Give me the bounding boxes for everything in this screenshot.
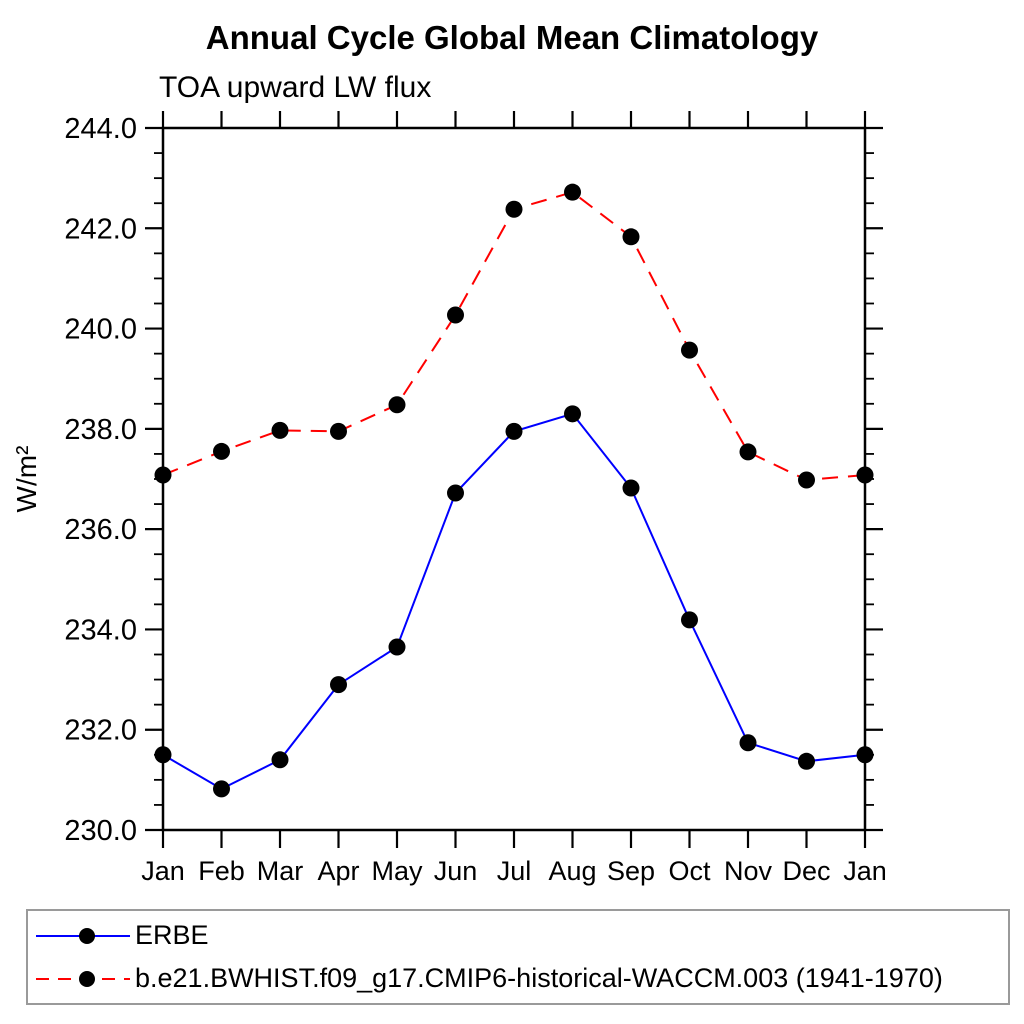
data-point-marker: [388, 638, 406, 656]
data-point-marker: [505, 200, 523, 218]
data-point-marker: [681, 341, 698, 359]
data-point-marker: [798, 471, 815, 489]
x-tick-label: Jan: [843, 856, 887, 886]
y-tick-label: 230.0: [64, 815, 137, 847]
legend-label-erbe: ERBE: [135, 920, 209, 950]
x-tick-label: Aug: [548, 856, 596, 886]
legend-label-model: b.e21.BWHIST.f09_g17.CMIP6-historical-WA…: [135, 963, 943, 993]
data-point-marker: [739, 734, 757, 752]
data-point-marker: [856, 466, 874, 484]
legend-sample-solid-line-icon: [36, 927, 130, 944]
data-point-marker: [213, 442, 230, 460]
data-point-marker: [564, 405, 581, 423]
x-tick-label: Feb: [198, 856, 245, 886]
y-axis-title: W/m²: [11, 446, 42, 513]
series-line-erbe: [162, 412, 866, 791]
legend-marker-dot-icon: [79, 970, 95, 987]
data-point-marker: [739, 443, 757, 461]
legend-row-erbe: ERBE: [34, 914, 1008, 957]
data-point-marker: [154, 746, 172, 764]
data-point-marker: [154, 466, 172, 484]
y-tick-label: 244.0: [64, 113, 137, 145]
data-point-marker: [271, 421, 289, 439]
data-point-marker: [271, 751, 289, 769]
y-tick-label: 238.0: [64, 414, 137, 446]
data-point-marker: [798, 752, 815, 770]
data-point-marker: [330, 676, 347, 694]
chart-subtitle: TOA upward LW flux: [159, 71, 432, 104]
plot-frame: [161, 126, 867, 832]
data-point-marker: [505, 422, 523, 440]
x-tick-label: Nov: [724, 856, 773, 886]
x-tick-label: Jan: [141, 856, 185, 886]
x-tick-label: May: [371, 856, 423, 886]
data-point-marker: [681, 611, 698, 629]
x-tick-label: Sep: [607, 856, 655, 886]
y-tick-label: 242.0: [64, 213, 137, 245]
data-point-marker: [622, 228, 640, 246]
x-tick-label: Oct: [668, 856, 711, 886]
x-tick-label: Jun: [434, 856, 478, 886]
x-tick-label: Jul: [497, 856, 532, 886]
x-tick-label: Dec: [782, 856, 830, 886]
legend-marker-dot-icon: [79, 927, 95, 944]
y-tick-label: 234.0: [64, 614, 137, 646]
legend: ERBE b.e21.BWHIST.f09_g17.CMIP6-historic…: [26, 909, 1010, 1005]
data-point-marker: [330, 422, 347, 440]
x-tick-label: Apr: [317, 856, 359, 886]
chart-title: Annual Cycle Global Mean Climatology: [205, 19, 819, 56]
data-point-marker: [447, 306, 464, 324]
y-tick-label: 240.0: [64, 314, 137, 346]
data-point-marker: [622, 479, 640, 497]
x-tick-label: Mar: [257, 856, 304, 886]
data-point-marker: [213, 780, 230, 798]
data-point-marker: [856, 746, 874, 764]
y-tick-label: 232.0: [64, 715, 137, 747]
data-point-marker: [447, 484, 464, 502]
y-tick-label: 236.0: [64, 514, 137, 546]
data-point-marker: [564, 183, 581, 201]
legend-row-model: b.e21.BWHIST.f09_g17.CMIP6-historical-WA…: [34, 957, 1008, 1000]
data-point-marker: [388, 396, 406, 414]
legend-sample-dashed-line-icon: [36, 970, 130, 987]
